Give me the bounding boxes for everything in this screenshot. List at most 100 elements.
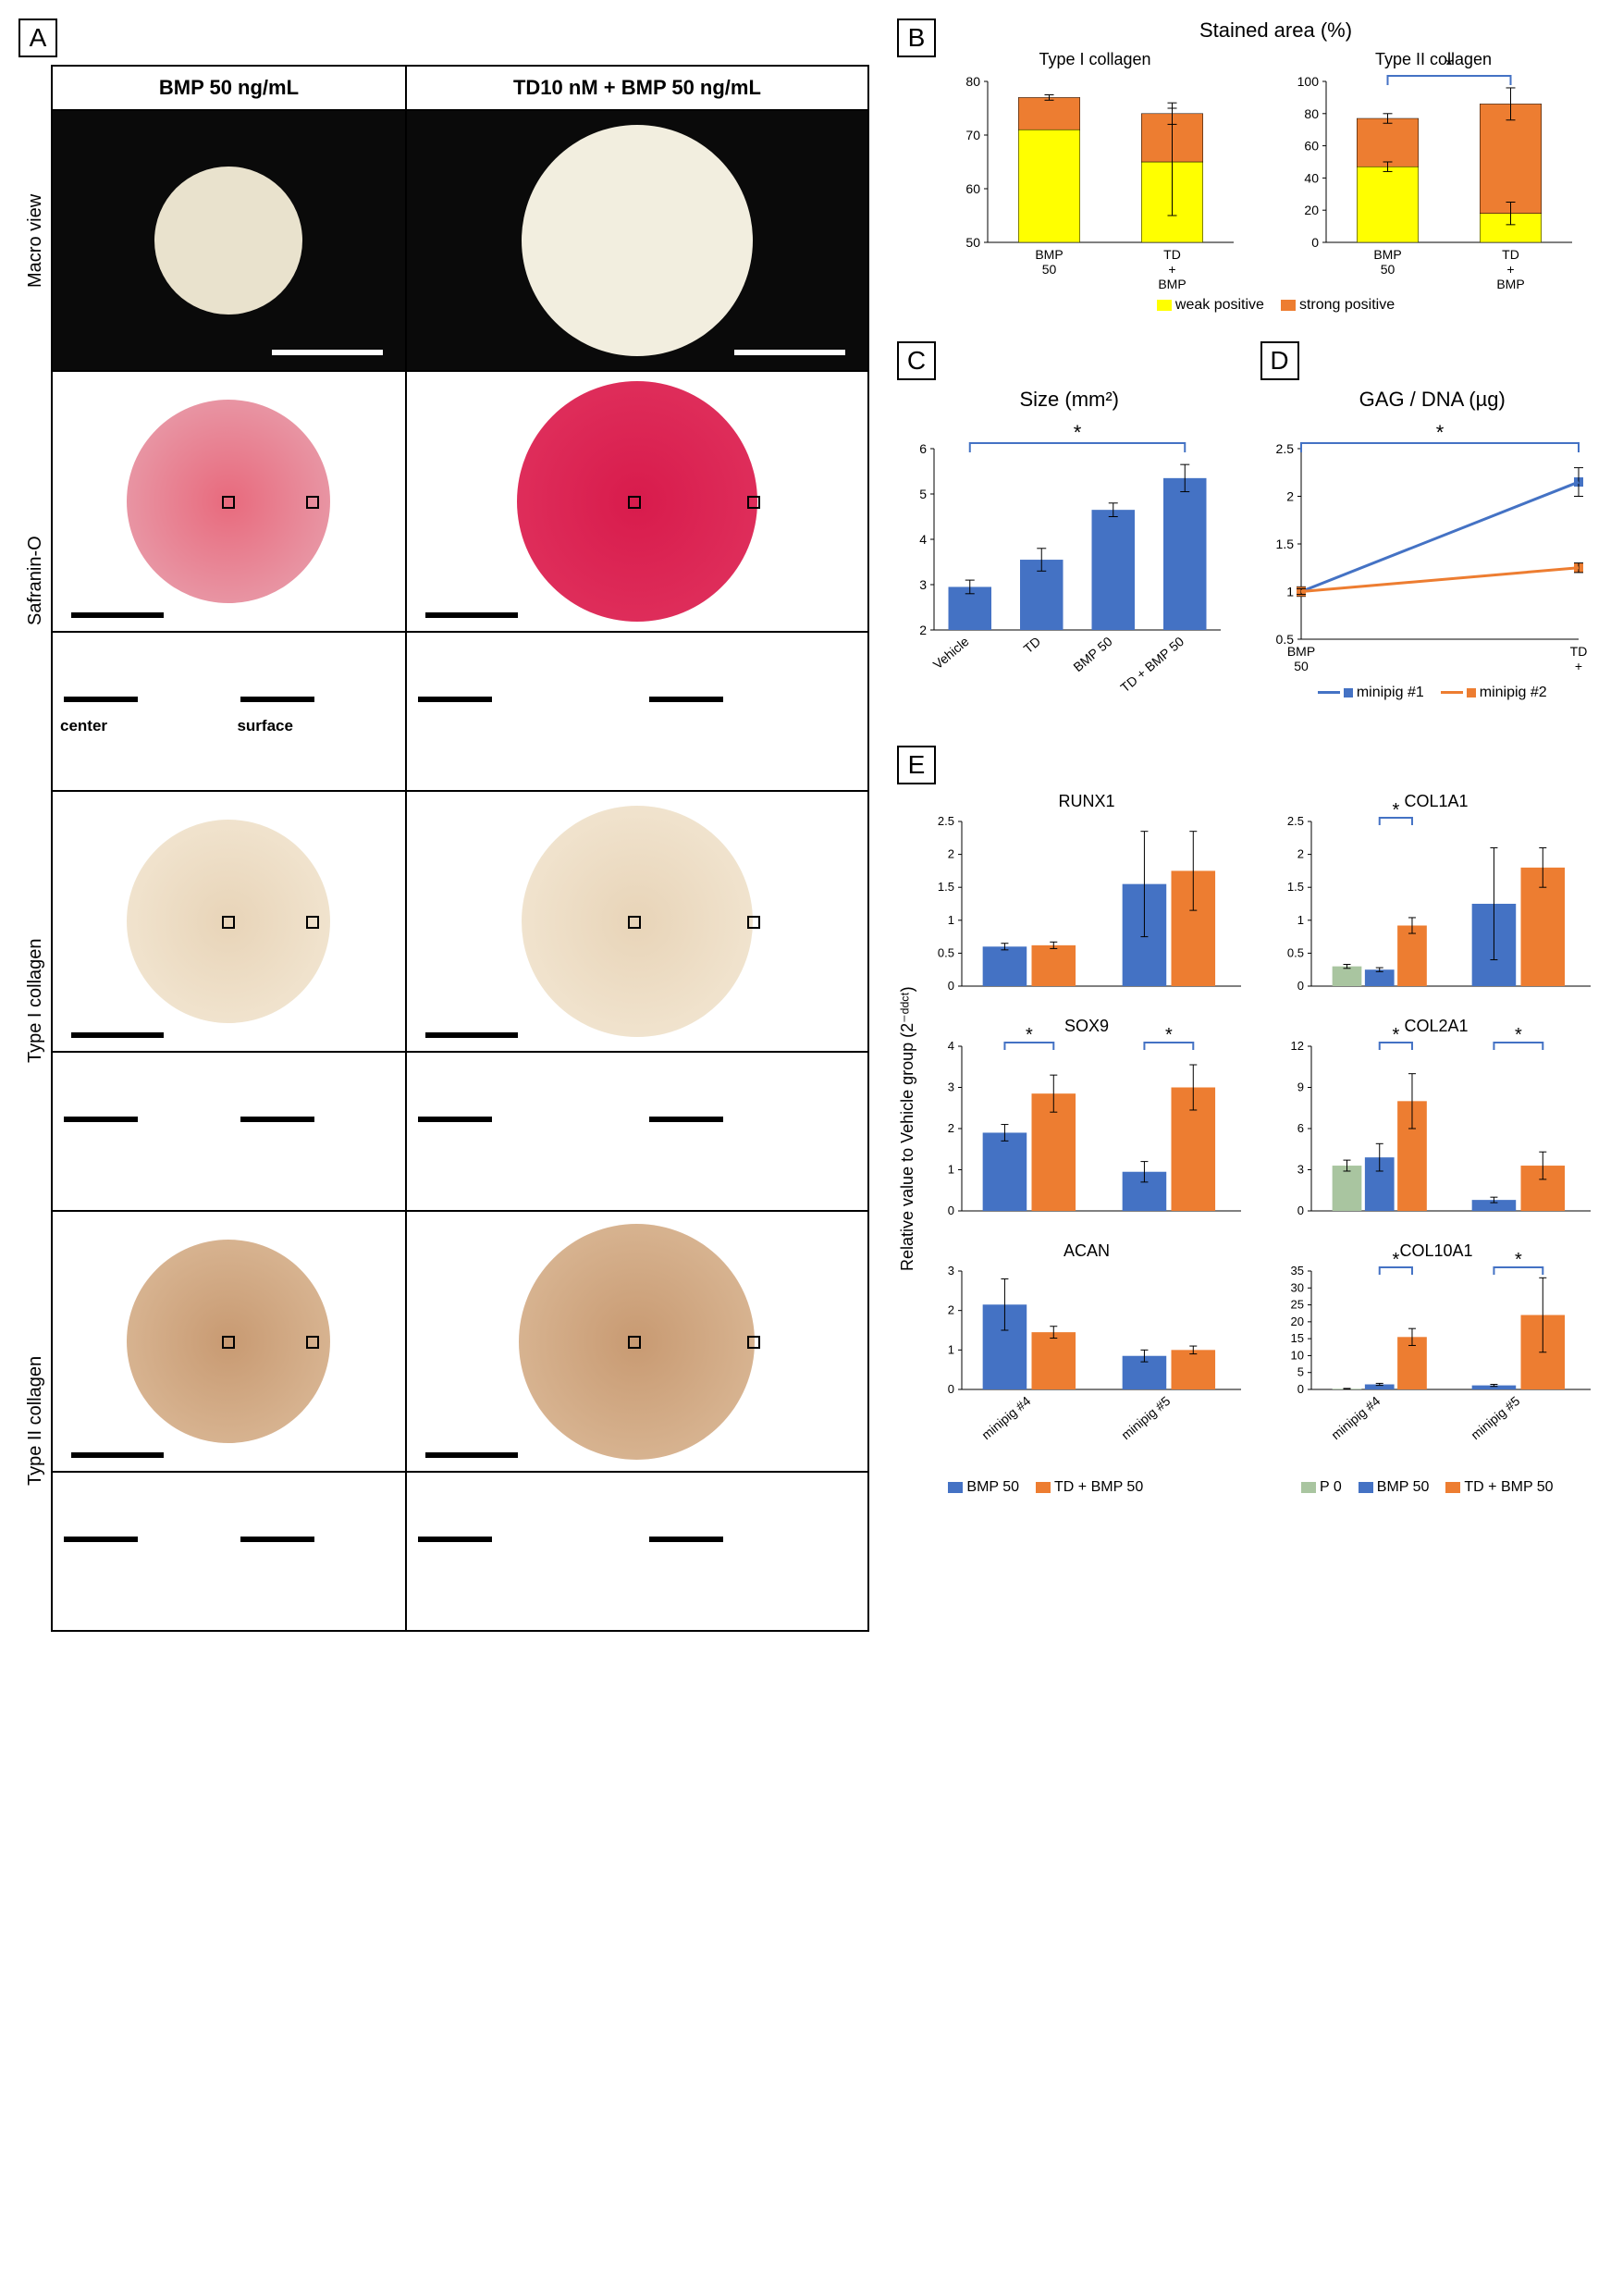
svg-text:0.5: 0.5: [938, 945, 954, 959]
col1-whole-left: [53, 792, 405, 1051]
svg-text:*: *: [1392, 1250, 1399, 1270]
label-center: center: [60, 717, 107, 735]
svg-text:COL10A1: COL10A1: [1399, 1241, 1472, 1260]
col2-whole-left: [53, 1212, 405, 1471]
svg-text:20: 20: [1304, 203, 1319, 217]
svg-text:BMP: BMP: [1158, 277, 1186, 289]
svg-text:40: 40: [1304, 170, 1319, 185]
svg-text:0: 0: [948, 979, 954, 993]
svg-text:*: *: [1392, 800, 1399, 821]
col1-detail-right: [407, 1053, 867, 1210]
svg-text:0: 0: [1297, 979, 1303, 993]
svg-text:3: 3: [948, 1264, 954, 1278]
svg-text:35: 35: [1290, 1264, 1303, 1278]
svg-text:COL1A1: COL1A1: [1404, 792, 1468, 810]
svg-text:Vehicle: Vehicle: [930, 634, 972, 672]
svg-text:50: 50: [965, 235, 980, 250]
panel-e-legend-left: BMP 50TD + BMP 50: [948, 1479, 1143, 1496]
svg-text:0: 0: [948, 1382, 954, 1396]
svg-text:COL2A1: COL2A1: [1404, 1017, 1468, 1035]
col-header-bmp: BMP 50 ng/mL: [52, 66, 406, 110]
svg-text:15: 15: [1290, 1331, 1303, 1345]
svg-text:*: *: [1445, 54, 1453, 77]
svg-text:2.5: 2.5: [1286, 814, 1303, 828]
chart-sox9: SOX901234**: [925, 1017, 1248, 1229]
svg-text:5: 5: [919, 487, 927, 501]
panel-b-legend: weak positive strong positive: [947, 297, 1605, 314]
svg-text:25: 25: [1290, 1298, 1303, 1312]
svg-text:2: 2: [1297, 847, 1303, 861]
svg-text:BMP: BMP: [1286, 644, 1314, 659]
panel-label-e: E: [897, 746, 936, 784]
panel-a: A BMP 50 ng/mL TD10 nM + BMP 50 ng/mL Ma…: [18, 19, 869, 1632]
svg-text:80: 80: [965, 74, 980, 89]
svg-text:*: *: [1026, 1025, 1033, 1045]
svg-text:2.5: 2.5: [938, 814, 954, 828]
svg-text:2: 2: [948, 1121, 954, 1135]
svg-text:2: 2: [1286, 489, 1294, 504]
panel-c: C Size (mm²) 23456VehicleTDBMP 50TD + BM…: [897, 341, 1242, 718]
svg-text:TD: TD: [1569, 644, 1587, 659]
svg-text:2: 2: [948, 847, 954, 861]
svg-text:*: *: [1165, 1025, 1173, 1045]
svg-text:1: 1: [1297, 913, 1303, 927]
svg-text:1.5: 1.5: [938, 880, 954, 894]
safranin-detail-left: center surface: [53, 633, 405, 790]
svg-text:70: 70: [965, 128, 980, 142]
svg-text:minipig #4: minipig #4: [1328, 1393, 1383, 1442]
panel-e-ylabel: Relative value to Vehicle group (2⁻ᵈᵈᶜᵗ): [897, 792, 917, 1466]
safranin-whole-right: [407, 372, 867, 631]
svg-text:*: *: [1435, 421, 1444, 444]
svg-text:+: +: [1168, 262, 1175, 277]
col2-detail-left: [53, 1473, 405, 1630]
svg-text:1.5: 1.5: [1275, 537, 1294, 551]
svg-text:12: 12: [1290, 1039, 1303, 1053]
svg-text:Type I collagen: Type I collagen: [1039, 50, 1150, 68]
svg-text:0: 0: [1297, 1204, 1303, 1217]
safranin-whole-left: [53, 372, 405, 631]
legend-strong: strong positive: [1299, 297, 1395, 313]
svg-text:*: *: [1392, 1025, 1399, 1045]
label-surface: surface: [237, 717, 292, 735]
panel-d-title: GAG / DNA (µg): [1260, 388, 1605, 412]
svg-text:80: 80: [1304, 106, 1319, 121]
svg-text:3: 3: [919, 577, 927, 592]
macro-left: [53, 111, 405, 370]
svg-text:4: 4: [919, 532, 927, 547]
svg-text:1: 1: [1286, 585, 1294, 599]
svg-text:*: *: [1514, 1025, 1521, 1045]
svg-text:20: 20: [1290, 1315, 1303, 1328]
chart-col10a1: COL10A105101520253035minipig #4*minipig …: [1274, 1241, 1598, 1454]
col2-detail-right: [407, 1473, 867, 1630]
svg-text:3: 3: [948, 1080, 954, 1094]
panel-b-title: Stained area (%): [947, 19, 1605, 43]
svg-text:100: 100: [1297, 74, 1319, 89]
svg-text:1.5: 1.5: [1286, 880, 1303, 894]
col1-whole-right: [407, 792, 867, 1051]
svg-text:TD + BMP 50: TD + BMP 50: [1117, 634, 1187, 695]
svg-text:50: 50: [1042, 262, 1057, 277]
col1-detail-left: [53, 1053, 405, 1210]
panel-label-c: C: [897, 341, 936, 380]
row-label-col1: Type I collagen: [18, 791, 52, 1211]
svg-text:10: 10: [1290, 1348, 1303, 1362]
svg-text:0.5: 0.5: [1286, 945, 1303, 959]
col2-whole-right: [407, 1212, 867, 1471]
svg-text:0: 0: [1311, 235, 1319, 250]
svg-text:3: 3: [1297, 1163, 1303, 1177]
panel-a-grid: BMP 50 ng/mL TD10 nM + BMP 50 ng/mL Macr…: [18, 65, 869, 1632]
svg-text:2: 2: [919, 623, 927, 637]
panel-d: D GAG / DNA (µg) 0.511.522.5BMP50TD+BMP5…: [1260, 341, 1605, 718]
panel-e-legend-right: P 0BMP 50TD + BMP 50: [1301, 1479, 1554, 1496]
chart-type-ii-collagen: Type II collagen020406080100BMP50TD+BMP5…: [1285, 48, 1581, 289]
panel-c-title: Size (mm²): [897, 388, 1242, 412]
svg-text:30: 30: [1290, 1280, 1303, 1294]
row-label-safranin: Safranin-O: [18, 371, 52, 791]
svg-text:*: *: [1514, 1250, 1521, 1270]
svg-text:6: 6: [1297, 1121, 1303, 1135]
svg-text:BMP: BMP: [1496, 277, 1524, 289]
svg-text:minipig #5: minipig #5: [1118, 1393, 1173, 1442]
chart-runx1: RUNX100.511.522.5: [925, 792, 1248, 1005]
svg-text:minipig #5: minipig #5: [1468, 1393, 1522, 1442]
svg-text:0: 0: [948, 1204, 954, 1217]
